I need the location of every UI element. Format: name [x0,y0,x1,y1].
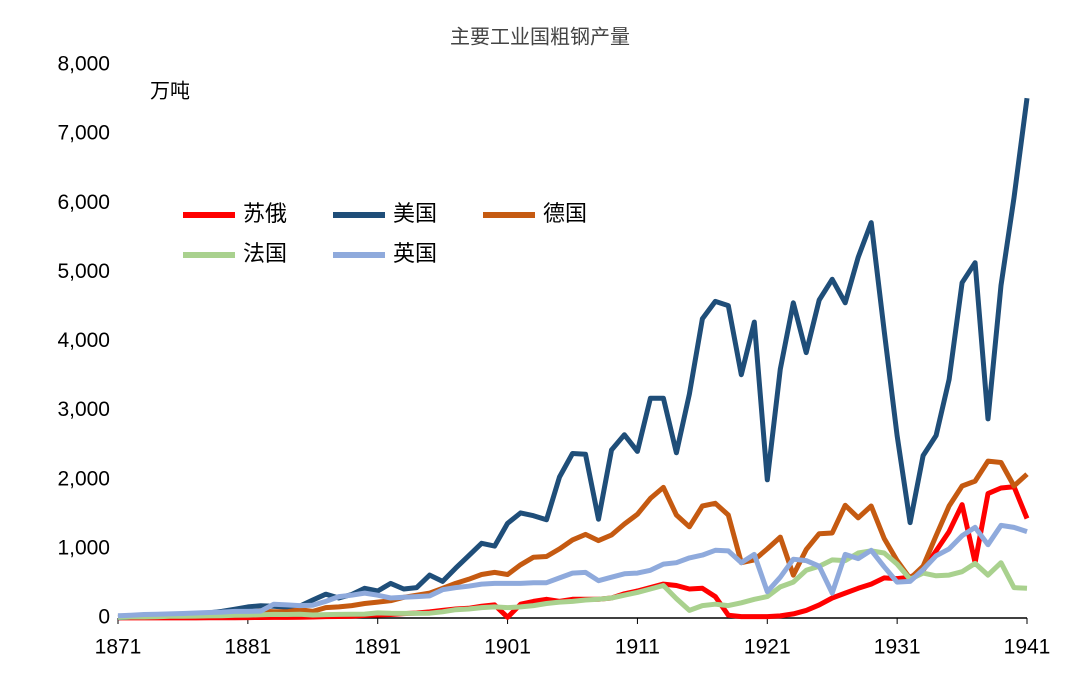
legend-label: 苏俄 [243,202,287,227]
y-tick-label: 6,000 [57,191,110,214]
y-tick-label: 5,000 [57,260,110,283]
legend-label: 英国 [393,242,437,267]
unit-label: 万吨 [150,79,190,103]
legend-label: 德国 [543,202,587,227]
series-line [117,522,1028,619]
y-tick-label: 2,000 [57,467,110,490]
y-tick-label: 3,000 [57,398,110,421]
x-tick-label: 1911 [615,636,660,659]
series-line [117,548,1028,620]
chart-title: 主要工业国粗钢产量 [450,25,630,49]
legend-label: 法国 [243,242,287,267]
y-tick-label: 7,000 [57,122,110,145]
y-tick-label: 4,000 [57,329,110,352]
x-tick-label: 1901 [484,636,531,659]
x-tick-label: 1891 [354,636,401,659]
y-tick-label: 1,000 [57,536,110,559]
x-tick-label: 1941 [1004,636,1051,659]
y-tick-label: 8,000 [57,53,110,76]
series-line [117,458,1029,619]
y-tick-label: 0 [98,606,110,629]
x-tick-label: 1931 [874,636,921,659]
x-tick-label: 1871 [95,636,142,659]
x-tick-label: 1921 [744,636,791,659]
legend-label: 美国 [393,202,437,227]
x-tick-label: 1881 [224,636,271,659]
